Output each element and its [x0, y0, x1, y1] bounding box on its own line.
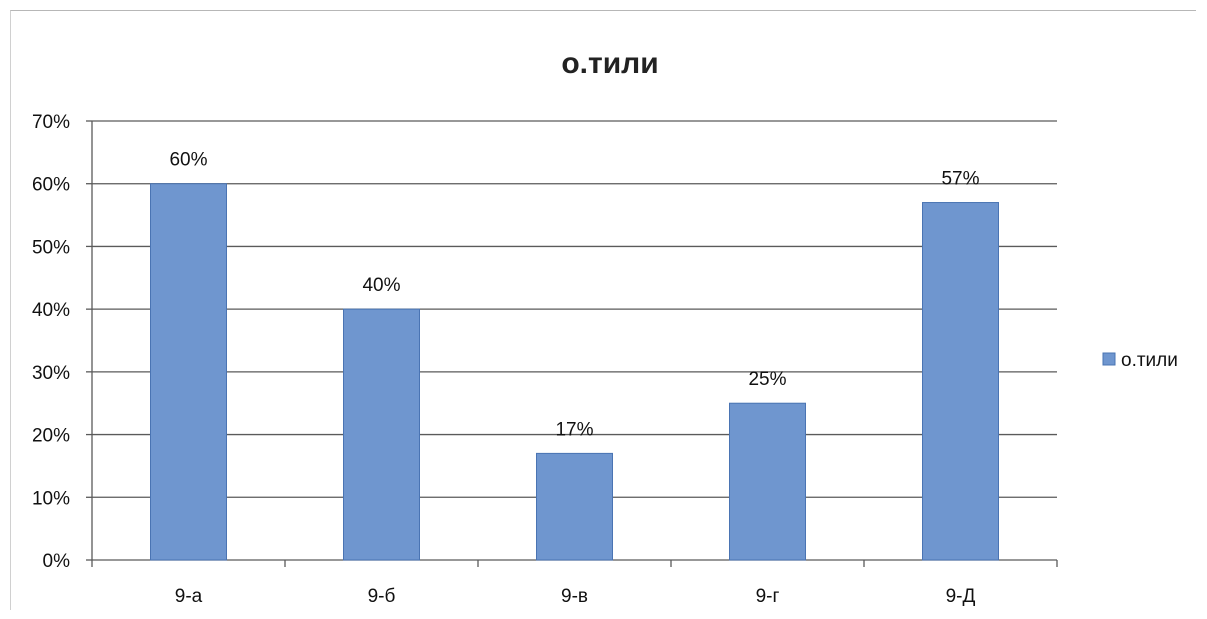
- x-tick-label: 9-б: [368, 586, 396, 607]
- x-tick-label: 9-в: [561, 586, 588, 607]
- y-tick-label: 60%: [32, 175, 70, 196]
- gridlines: [92, 120, 1057, 498]
- x-axis-ticks: 9-а 9-б 9-в 9-г 9-Д: [91, 560, 1058, 607]
- bar: [536, 452, 613, 561]
- data-label: 17%: [555, 419, 593, 440]
- x-tick-label: 9-а: [175, 586, 203, 607]
- bar: [922, 202, 999, 561]
- data-label: 25%: [748, 369, 786, 390]
- chart-frame: [10, 10, 1196, 610]
- x-tick-label: 9-г: [756, 586, 780, 607]
- bars: [150, 183, 999, 561]
- bar: [729, 402, 806, 561]
- y-tick-label: 70%: [32, 112, 70, 133]
- y-tick-label: 30%: [32, 363, 70, 384]
- chart-title: о.тили: [561, 47, 658, 80]
- data-label: 57%: [941, 169, 979, 190]
- y-axis-ticks: 0% 10% 20% 30% 40% 50% 60% 70%: [32, 112, 92, 572]
- data-labels: 60% 40% 17% 25% 57%: [169, 150, 979, 441]
- y-tick-label: 20%: [32, 426, 70, 447]
- y-tick-label: 0%: [43, 551, 71, 572]
- legend-label: о.тили: [1121, 350, 1178, 371]
- legend-swatch: [1102, 352, 1116, 366]
- legend: о.тили: [1102, 350, 1178, 371]
- y-tick-label: 50%: [32, 237, 70, 258]
- bar: [150, 183, 227, 561]
- bar: [343, 308, 420, 561]
- y-tick-label: 10%: [32, 488, 70, 509]
- data-label: 40%: [362, 275, 400, 296]
- y-tick-label: 40%: [32, 300, 70, 321]
- x-tick-label: 9-Д: [946, 586, 976, 607]
- data-label: 60%: [169, 150, 207, 171]
